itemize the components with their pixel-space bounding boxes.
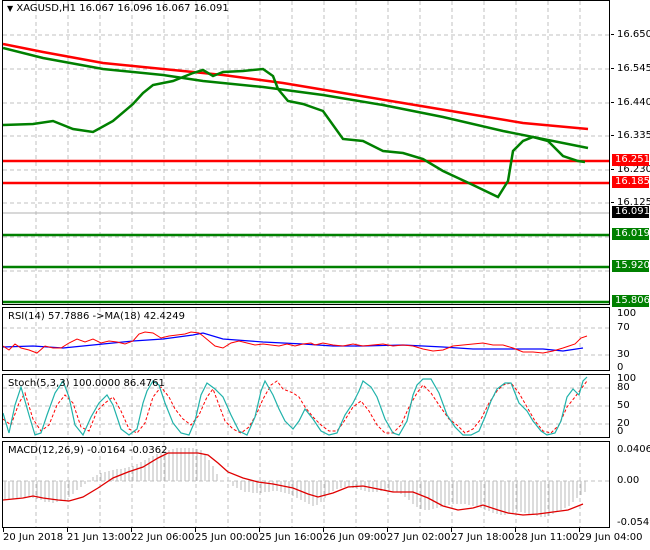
- price-chart-panel[interactable]: points="0,164 20,164 35,168 45,178 60,18…: [2, 0, 610, 305]
- rsi-tick-label: 30: [617, 349, 630, 360]
- rsi-title: RSI(14) 57.7886 ->MA(18) 42.4249: [8, 311, 185, 322]
- chart-title: ▼ XAGUSD,H1 16.067 16.096 16.067 16.091: [7, 3, 229, 14]
- price-tag-resistance: 16.185: [612, 176, 650, 188]
- axis-tick: [611, 34, 614, 35]
- time-label: 25 Jun 00:00: [195, 532, 259, 543]
- rsi-tick-label: 0: [617, 362, 624, 373]
- axis-tick: [611, 68, 614, 69]
- stoch-tick-label: 100: [617, 373, 637, 384]
- price-tick-label: 16.545: [617, 63, 650, 74]
- time-tick: [387, 528, 388, 532]
- macd-axis: 0.0406 0.00 -0.0549: [611, 441, 650, 528]
- time-label: 27 Jun 18:00: [451, 532, 515, 543]
- long-ma-red: [3, 42, 589, 131]
- axis-tick: [611, 102, 614, 103]
- time-tick: [515, 528, 516, 532]
- price-axis: 16.650 16.545 16.440 16.335 16.230 16.12…: [611, 0, 650, 307]
- price-tag-resistance: 16.251: [612, 154, 650, 166]
- stochastic-panel[interactable]: Stoch(5,3,3) 100.0000 86.4761: [2, 374, 610, 438]
- price-tick-label: 16.230: [617, 164, 650, 175]
- long-ma-green: [3, 46, 589, 150]
- grid: [3, 1, 609, 304]
- time-label: 21 Jun 13:00: [67, 532, 131, 543]
- rsi-canvas: [3, 308, 609, 370]
- macd-panel[interactable]: MACD(12,26,9) -0.0164 -0.0362: [2, 441, 610, 528]
- stoch-main-line: [3, 376, 588, 437]
- rsi-ma-line: [3, 332, 584, 352]
- rsi-tick-label: 100: [617, 308, 637, 319]
- time-label: 22 Jun 06:00: [131, 532, 195, 543]
- collapse-triangle-icon[interactable]: ▼: [7, 4, 14, 13]
- rsi-panel[interactable]: RSI(14) 57.7886 ->MA(18) 42.4249: [2, 307, 610, 371]
- price-tick-label: 16.650: [617, 29, 650, 40]
- time-tick: [3, 528, 4, 532]
- time-label: 25 Jun 16:00: [259, 532, 323, 543]
- macd-histogram: [4, 448, 586, 517]
- time-label: 20 Jun 2018: [3, 532, 64, 543]
- bollinger-upper: [3, 67, 586, 199]
- time-label: 29 Jun 04:00: [579, 532, 643, 543]
- macd-signal-line: [3, 452, 584, 516]
- price-tick-label: 16.335: [617, 130, 650, 141]
- price-tag-support: 16.019: [612, 228, 650, 240]
- rsi-axis: 100 70 30 0: [611, 307, 650, 373]
- macd-title: MACD(12,26,9) -0.0164 -0.0362: [8, 445, 168, 456]
- stochastic-axis: 100 80 50 20 0: [611, 373, 650, 438]
- macd-tick-label: 0.0406: [617, 444, 650, 455]
- rsi-line: [3, 331, 588, 354]
- price-tick-label: 16.125: [617, 197, 650, 208]
- price-tag-support: 15.920: [612, 260, 650, 272]
- time-tick: [67, 528, 68, 532]
- time-tick: [323, 528, 324, 532]
- time-label: 26 Jun 09:00: [323, 532, 387, 543]
- axis-tick: [611, 202, 614, 203]
- time-tick: [195, 528, 196, 532]
- stoch-tick-label: 50: [617, 400, 630, 411]
- stochastic-title: Stoch(5,3,3) 100.0000 86.4761: [8, 378, 165, 389]
- stoch-tick-label: 0: [617, 426, 624, 437]
- macd-tick-label: -0.0549: [617, 517, 650, 528]
- axis-tick: [611, 135, 614, 136]
- axis-tick: [611, 169, 614, 170]
- time-tick: [131, 528, 132, 532]
- price-tag-support: 15.806: [612, 295, 650, 307]
- time-label: 27 Jun 02:00: [387, 532, 451, 543]
- symbol-ohlc-header: XAGUSD,H1 16.067 16.096 16.067 16.091: [16, 3, 229, 14]
- time-label: 28 Jun 11:00: [515, 532, 579, 543]
- time-tick: [451, 528, 452, 532]
- time-tick: [259, 528, 260, 532]
- rsi-tick-label: 70: [617, 322, 630, 333]
- stoch-tick-label: 80: [617, 382, 630, 393]
- macd-tick-label: 0.00: [617, 475, 640, 486]
- time-tick: [579, 528, 580, 532]
- price-chart-canvas: points="0,164 20,164 35,168 45,178 60,18…: [3, 1, 609, 304]
- stochastic-canvas: [3, 375, 609, 437]
- stoch-tick-label: 20: [617, 418, 630, 429]
- price-tick-label: 16.440: [617, 97, 650, 108]
- price-tag-current: 16.091: [612, 206, 650, 218]
- macd-canvas: [3, 442, 609, 527]
